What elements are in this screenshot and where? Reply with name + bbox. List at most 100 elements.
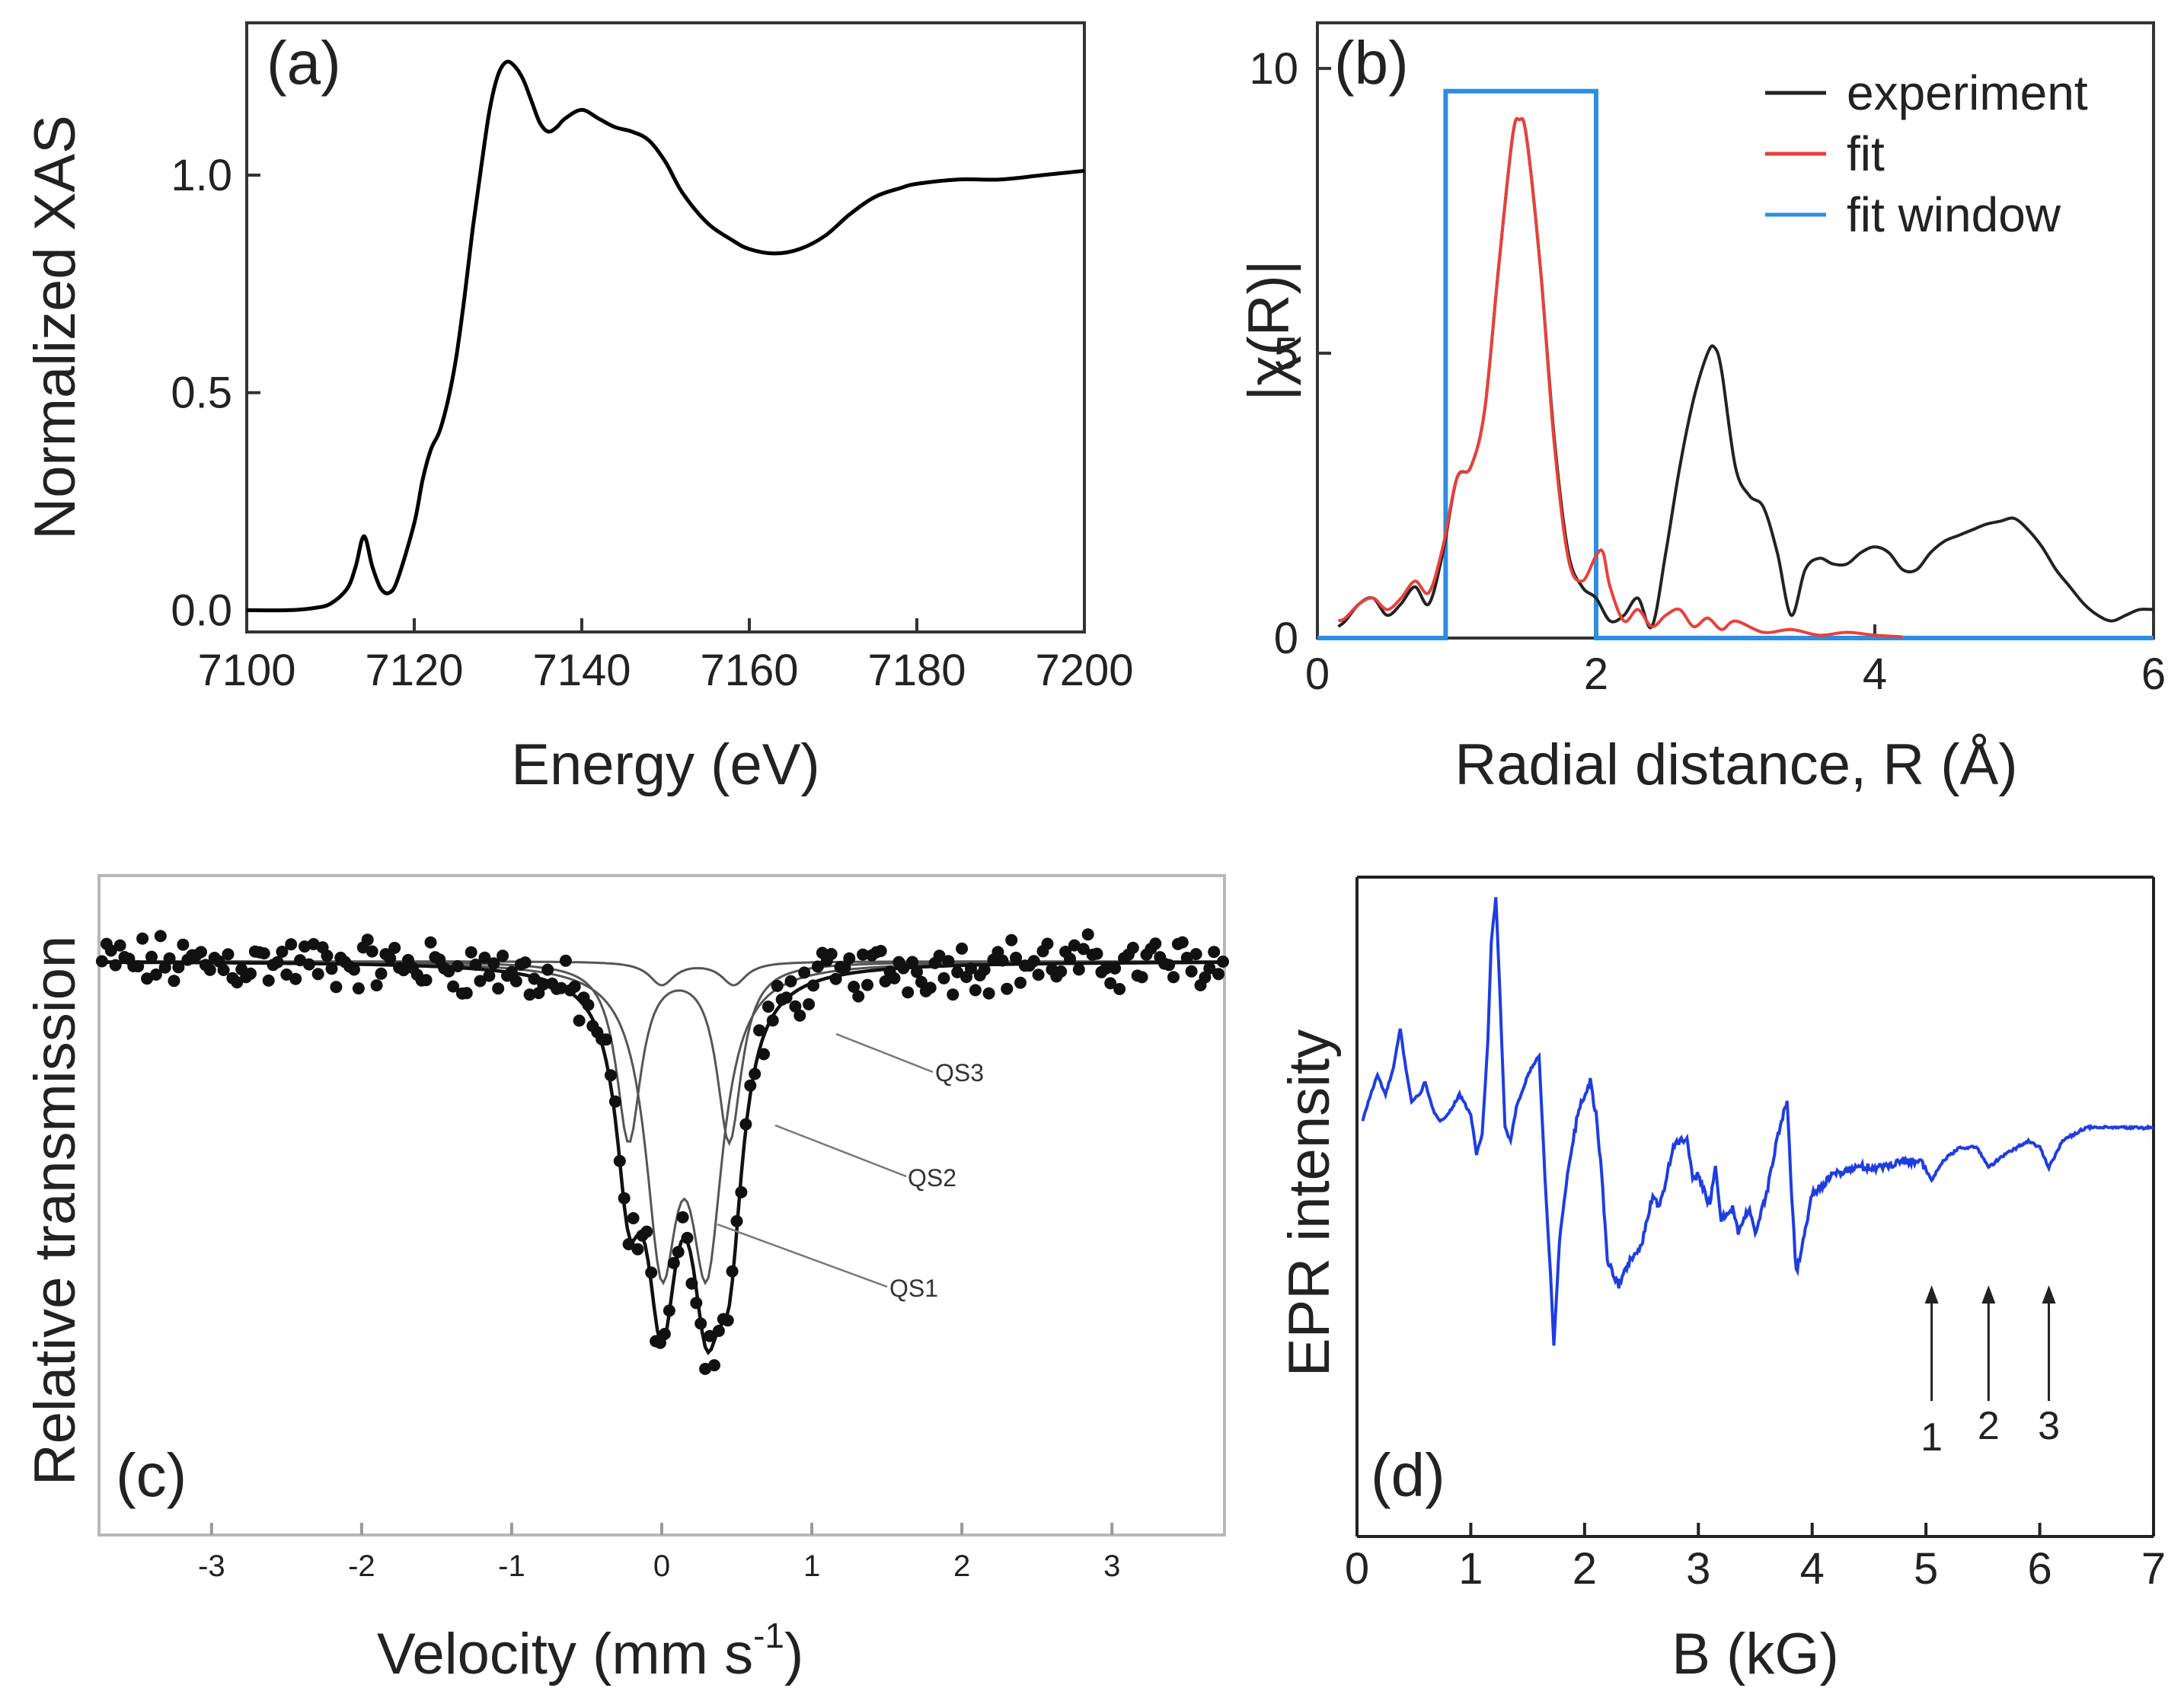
data-point xyxy=(906,956,919,968)
data-point xyxy=(658,1328,671,1340)
data-point xyxy=(829,972,842,985)
data-point xyxy=(798,966,811,979)
data-point xyxy=(1104,977,1117,990)
data-point xyxy=(749,1067,762,1080)
data-point xyxy=(969,984,982,997)
data-point xyxy=(132,960,145,973)
panel-a-ytick-label: 0.5 xyxy=(171,369,232,418)
panel-a-xtick-label: 7140 xyxy=(532,646,631,695)
data-point xyxy=(996,954,1009,967)
data-point xyxy=(505,965,518,978)
data-point xyxy=(1090,947,1103,960)
data-point xyxy=(1113,983,1126,995)
data-point xyxy=(1199,971,1212,984)
qs3-annotation: QS3 xyxy=(935,1059,984,1087)
data-point xyxy=(753,1024,766,1037)
panel-b-legend: experiment fit fit window xyxy=(1765,65,2088,242)
panel-c-ticks: -3 -2 -1 0 1 2 3 xyxy=(198,1523,1120,1583)
data-point xyxy=(1176,936,1189,949)
legend-label-experiment: experiment xyxy=(1847,65,2088,120)
data-point xyxy=(667,1256,680,1269)
data-point xyxy=(744,1079,757,1092)
data-point xyxy=(154,930,167,943)
data-point xyxy=(789,1000,802,1013)
panel-c-xtick-label: -3 xyxy=(198,1549,225,1583)
data-point xyxy=(289,972,302,985)
data-point xyxy=(911,965,923,978)
data-point xyxy=(1100,962,1113,975)
panel-b-xtick-label: 2 xyxy=(1584,649,1608,699)
data-point xyxy=(852,990,865,1003)
panel-c-xtick-label: 3 xyxy=(1103,1549,1120,1583)
panel-a-frame xyxy=(245,21,1086,633)
data-point xyxy=(902,986,915,999)
data-point xyxy=(663,1304,675,1317)
data-point xyxy=(302,958,315,971)
data-point xyxy=(861,978,873,991)
data-point xyxy=(361,933,374,946)
panel-a-xtick-label: 7120 xyxy=(365,646,463,695)
data-point xyxy=(163,952,176,965)
data-point xyxy=(704,1329,717,1342)
qs1-leader xyxy=(717,1223,888,1288)
data-point xyxy=(1081,928,1094,941)
panel-c-xlabel-sup: -1 xyxy=(753,1616,784,1655)
panel-a-xlabel: Energy (eV) xyxy=(511,732,820,797)
data-point xyxy=(231,976,244,989)
data-point xyxy=(1010,951,1023,964)
legend-label-fit: fit xyxy=(1847,126,1885,181)
data-point xyxy=(933,949,946,962)
marker-arrow-head xyxy=(1924,1285,1939,1304)
data-point xyxy=(838,962,851,974)
legend-label-fit-window: fit window xyxy=(1847,187,2061,242)
panel-c-ylabel: Relative transmission xyxy=(23,936,88,1485)
panel-c-xlabel-close: ) xyxy=(784,1622,803,1686)
data-point xyxy=(605,1069,617,1082)
panel-b-xtick-label: 0 xyxy=(1305,649,1330,699)
data-point xyxy=(622,1238,635,1251)
data-point xyxy=(158,961,171,974)
data-point xyxy=(676,1211,689,1224)
data-point xyxy=(1077,943,1090,956)
panel-c-xtick-label: 2 xyxy=(953,1549,970,1583)
data-point xyxy=(690,1297,703,1310)
panel-c-xtick-label: 0 xyxy=(653,1549,670,1583)
data-point xyxy=(424,936,437,949)
panel-b: 0 2 4 6 0 5 10 (b) experiment fit fit window R… xyxy=(1237,21,2166,797)
data-point xyxy=(685,1277,698,1290)
data-point xyxy=(1167,971,1180,984)
data-point xyxy=(874,945,887,957)
qs3-leader xyxy=(835,1032,934,1074)
panel-c-annotations: QS3 QS2 QS1 xyxy=(717,1032,984,1302)
data-point xyxy=(640,1225,653,1238)
data-point xyxy=(559,954,572,967)
data-point xyxy=(172,961,185,974)
panel-c: -3 -2 -1 0 1 2 3 QS3 QS2 QS1 (c) Velocity (mm … xyxy=(23,874,1229,1686)
data-point xyxy=(145,950,158,963)
data-point xyxy=(1185,965,1198,978)
panel-a: 7100 7120 7140 7160 7180 7200 0.0 0.5 1.0 (a) En… xyxy=(23,21,1134,797)
data-point xyxy=(509,975,522,988)
data-point xyxy=(811,960,824,973)
data-point xyxy=(523,988,536,1001)
data-point xyxy=(1126,941,1139,954)
data-point xyxy=(857,948,870,961)
panel-a-xtick-label: 7100 xyxy=(197,646,295,695)
panel-d-xtick-label: 7 xyxy=(2141,1544,2166,1594)
panel-d-xtick-label: 5 xyxy=(1914,1544,1938,1594)
data-point xyxy=(735,1185,748,1198)
data-point xyxy=(95,955,108,968)
data-point xyxy=(460,987,473,1000)
panel-c-xtick-label: -1 xyxy=(498,1549,525,1583)
data-point xyxy=(483,969,496,982)
data-point xyxy=(897,962,910,975)
panel-c-qs1-curve xyxy=(99,960,1225,1286)
data-point xyxy=(600,1033,613,1046)
data-point xyxy=(803,998,816,1010)
data-point xyxy=(771,979,784,992)
data-point xyxy=(766,1014,779,1027)
data-point xyxy=(780,991,793,1004)
panel-c-xtick-label: -2 xyxy=(348,1549,375,1583)
marker-label: 2 xyxy=(1978,1404,2000,1448)
